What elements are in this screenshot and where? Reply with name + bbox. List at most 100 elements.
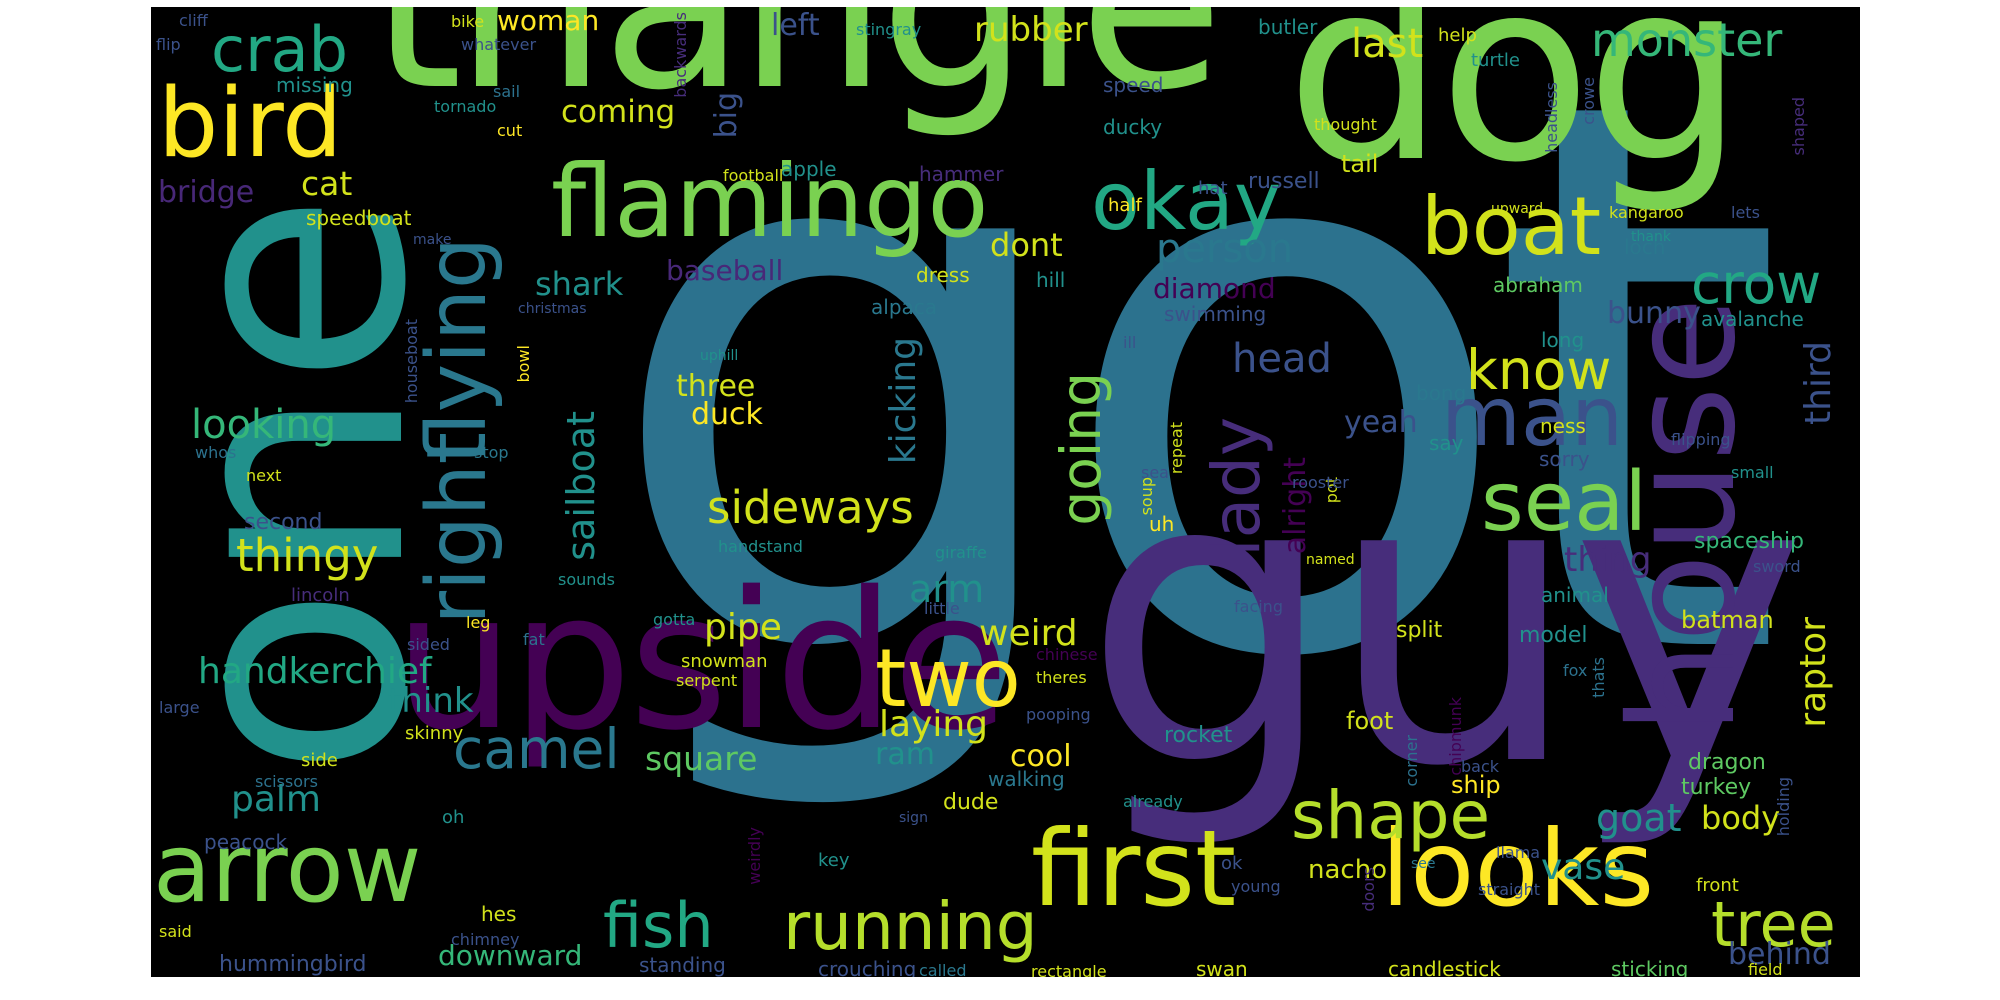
word: flying bbox=[410, 237, 505, 464]
word: foot bbox=[1346, 707, 1394, 735]
word: uh bbox=[1149, 512, 1175, 536]
word: bike bbox=[451, 12, 485, 31]
word: shaped bbox=[1789, 97, 1808, 156]
word: missing bbox=[276, 73, 353, 97]
word: hes bbox=[481, 902, 517, 926]
word: walking bbox=[988, 767, 1065, 791]
word: called bbox=[919, 961, 967, 978]
word: lady bbox=[1198, 417, 1275, 557]
word: handkerchief bbox=[198, 651, 432, 692]
word: rubber bbox=[974, 10, 1088, 50]
word: standing bbox=[639, 953, 726, 977]
word: cool bbox=[1010, 739, 1072, 774]
word: goat bbox=[1596, 796, 1682, 840]
word: cut bbox=[497, 121, 523, 140]
word: holding bbox=[1774, 777, 1793, 837]
word-cloud: got one guy triangle dog house upside fi… bbox=[151, 7, 1860, 977]
word: bird bbox=[158, 69, 343, 179]
word: raptor bbox=[1793, 617, 1834, 728]
word: okay bbox=[1091, 155, 1282, 248]
word: camel bbox=[453, 717, 620, 781]
word: crab bbox=[211, 13, 348, 86]
word: fox bbox=[1563, 661, 1588, 680]
word: woman bbox=[497, 7, 600, 37]
word: coming bbox=[561, 94, 676, 130]
word: see bbox=[1411, 856, 1436, 872]
word: got bbox=[601, 7, 1786, 824]
word: dont bbox=[990, 226, 1063, 264]
word: make bbox=[413, 232, 452, 248]
word: dress bbox=[916, 263, 970, 287]
word: cliff bbox=[179, 11, 208, 30]
word: bong bbox=[1416, 381, 1467, 405]
word: flamingo bbox=[551, 143, 989, 260]
word: dragon bbox=[1688, 750, 1766, 775]
word: sorry bbox=[1539, 447, 1590, 471]
word: large bbox=[159, 698, 200, 717]
word: avalanche bbox=[1701, 307, 1804, 331]
word: oh bbox=[442, 807, 465, 828]
word: upward bbox=[1491, 201, 1544, 217]
word: whos bbox=[195, 443, 237, 462]
word: apple bbox=[781, 157, 837, 181]
word: stop bbox=[474, 443, 509, 462]
word: already bbox=[1123, 792, 1183, 811]
word: square bbox=[645, 739, 758, 778]
word: rocket bbox=[1164, 723, 1233, 748]
word: llama bbox=[1496, 843, 1541, 862]
word: bridge bbox=[158, 175, 255, 210]
word: alpaca bbox=[871, 295, 938, 319]
word: little bbox=[924, 599, 960, 618]
word: gotta bbox=[653, 610, 696, 629]
word: rooster bbox=[1292, 473, 1349, 492]
word: scissors bbox=[255, 772, 318, 791]
word: shape bbox=[1291, 777, 1491, 854]
word: lincoln bbox=[291, 585, 350, 606]
word: kangaroo bbox=[1609, 203, 1684, 222]
word: whatever bbox=[461, 35, 537, 54]
word: third bbox=[1798, 341, 1839, 425]
word: vase bbox=[1541, 847, 1626, 888]
word: crowe bbox=[1579, 77, 1598, 125]
word: laying bbox=[879, 704, 989, 745]
word: palm bbox=[231, 779, 321, 820]
word: person bbox=[1156, 226, 1294, 272]
word: cat bbox=[301, 164, 353, 203]
word: kicking bbox=[883, 337, 924, 465]
word: shark bbox=[535, 265, 624, 303]
word: say bbox=[1429, 431, 1464, 455]
word: crow bbox=[1691, 252, 1822, 316]
word: yeah bbox=[1344, 405, 1418, 440]
word: thats bbox=[1589, 657, 1608, 698]
word: weird bbox=[979, 613, 1078, 654]
word: long bbox=[1541, 328, 1585, 352]
word: butler bbox=[1258, 15, 1318, 39]
word: christmas bbox=[518, 301, 587, 317]
word: body bbox=[1701, 799, 1781, 837]
word: spaceship bbox=[1694, 529, 1805, 554]
word: help bbox=[1438, 25, 1477, 46]
word: know bbox=[1466, 338, 1612, 402]
word: second bbox=[244, 510, 323, 535]
word: boat bbox=[1421, 180, 1602, 273]
word: lets bbox=[1731, 203, 1760, 222]
word: baseball bbox=[666, 254, 784, 287]
word: russell bbox=[1248, 169, 1320, 194]
word: sailboat bbox=[559, 411, 603, 561]
word: first bbox=[1031, 808, 1237, 930]
word: ram bbox=[875, 737, 935, 772]
word: arrow bbox=[153, 814, 422, 924]
word: two bbox=[875, 632, 1021, 725]
word: chimney bbox=[451, 930, 520, 949]
word: theres bbox=[1036, 668, 1087, 687]
word: loch bbox=[1624, 235, 1666, 259]
word: sideways bbox=[707, 481, 914, 534]
word: hill bbox=[1036, 268, 1066, 292]
word: monster bbox=[1591, 13, 1783, 67]
word: looks bbox=[1381, 808, 1655, 930]
word: skinny bbox=[405, 723, 464, 744]
word: half bbox=[1108, 195, 1142, 216]
word: ness bbox=[1540, 414, 1586, 438]
word: nacho bbox=[1308, 855, 1388, 885]
word: left bbox=[771, 8, 820, 43]
